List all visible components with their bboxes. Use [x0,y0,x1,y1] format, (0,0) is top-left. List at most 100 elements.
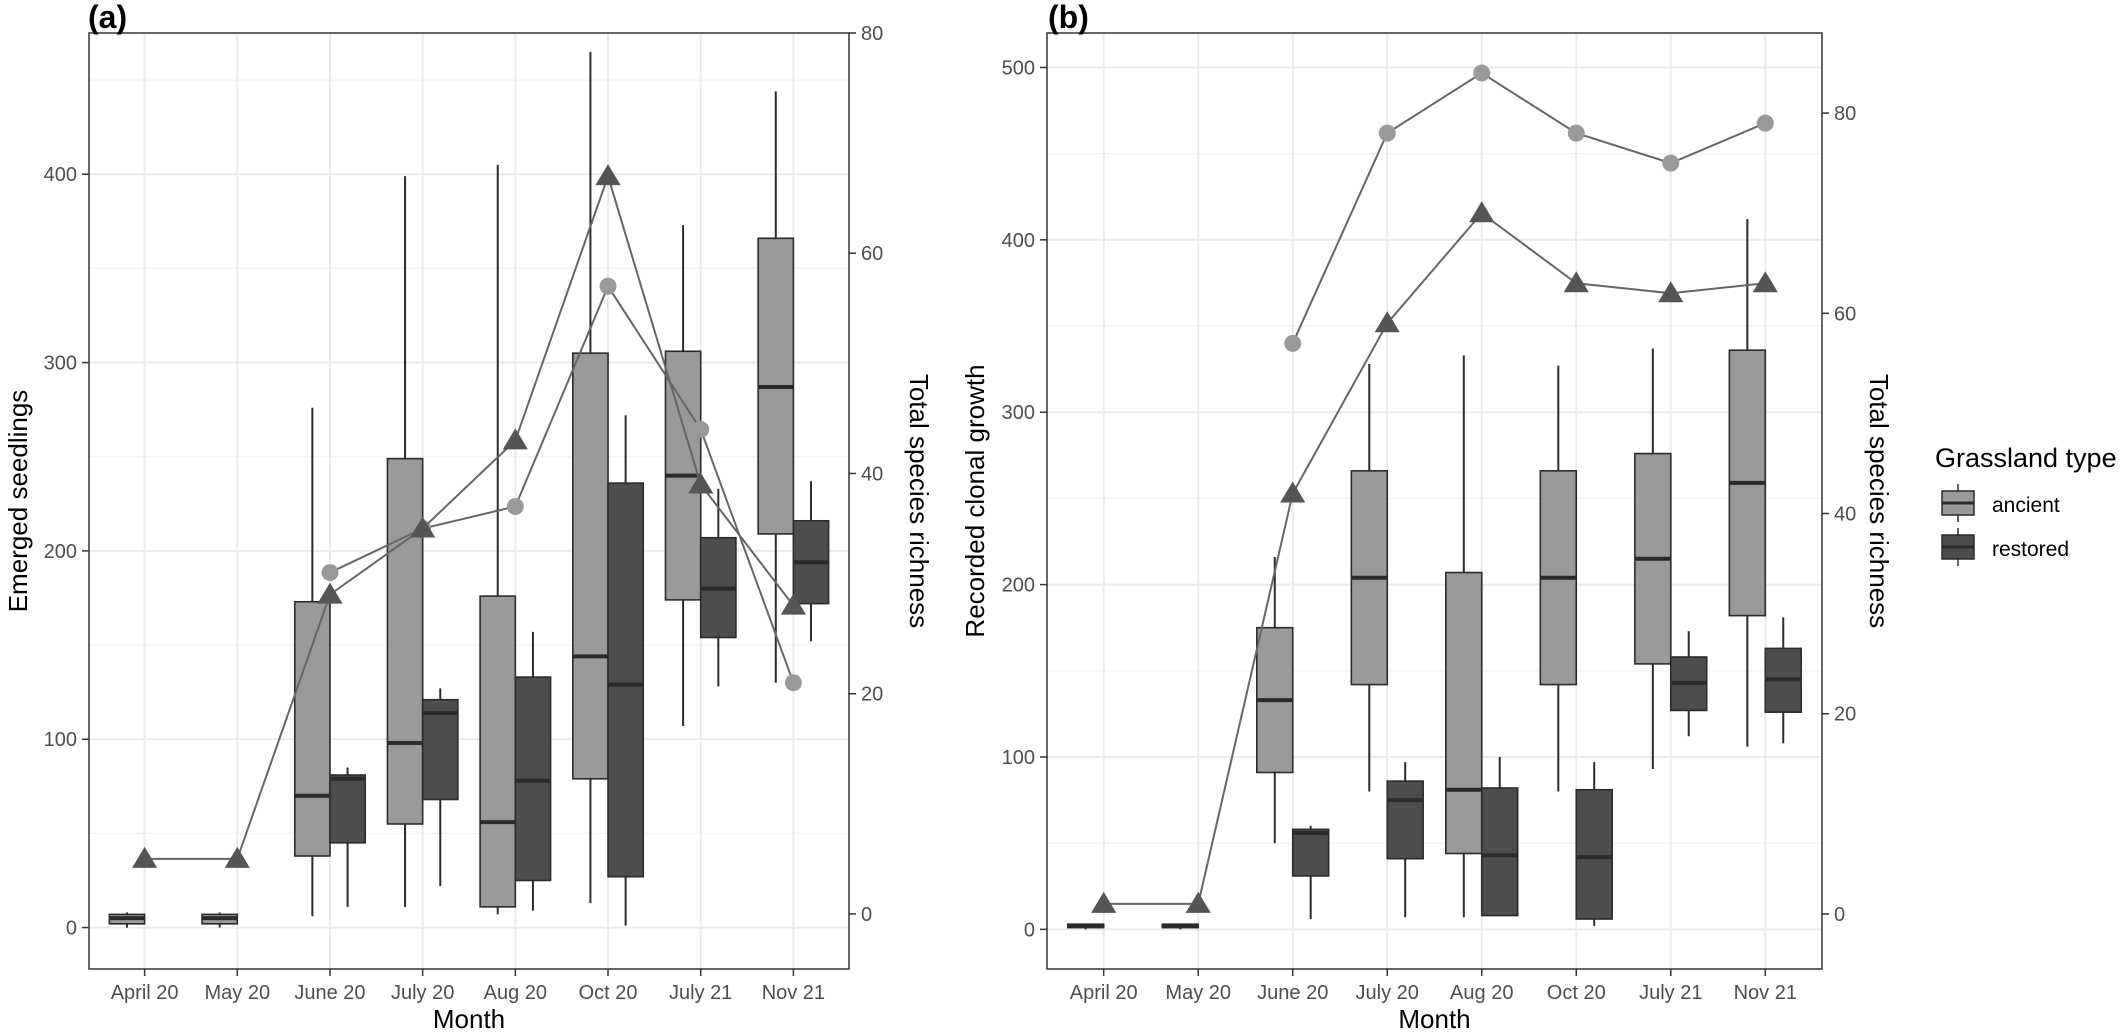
box-ancient-6 [664,225,702,727]
panel-b-label: (b) [1048,0,1089,35]
y2-tick-label: 60 [861,243,883,265]
richness-point-ancient [599,277,617,295]
x-tick-label: Aug 20 [1450,982,1513,1004]
panel-b-y-axis-title: Recorded clonal growth [960,364,990,637]
panel-b: 0 100 200 300 400 500 0 20 40 60 80 April 20 May 20 J… [960,0,1894,1034]
panel-a: 0 100 200 300 400 0 20 40 60 80 April 20 May 20 June… [3,0,934,1034]
x-tick-label: Aug 20 [484,982,547,1004]
panel-b-x-axis-title: Month [1398,1004,1470,1034]
box-ancient-1 [201,912,239,928]
box-ancient-7 [757,91,795,683]
richness-point-ancient [692,420,710,438]
box-ancient-5 [572,51,609,904]
richness-point-ancient [321,564,339,582]
box-restored-4 [514,631,552,911]
x-tick-label: April 20 [111,982,179,1004]
x-tick-label: July 21 [669,982,732,1004]
box-ancient-4 [1445,355,1483,918]
box-body [1480,787,1519,917]
box-body [1445,571,1483,855]
y2-tick-label: 0 [861,904,872,926]
box-body [1575,788,1613,920]
y-tick-label: 500 [1002,57,1035,79]
box-body [1386,780,1424,860]
x-tick-label: Oct 20 [579,982,638,1004]
box-ancient-3 [1350,363,1389,792]
box-body [386,457,424,825]
box-ancient-0 [1066,923,1105,930]
box-restored-3 [1386,762,1424,918]
richness-point-restored [1185,891,1211,913]
y2-tick-label: 20 [1834,704,1856,726]
box-restored-3 [421,688,459,887]
x-tick-label: May 20 [1165,982,1231,1004]
richness-point-restored [780,593,806,615]
richness-point-restored [1752,271,1778,293]
richness-point-restored [317,582,343,604]
box-body [479,595,517,908]
richness-point-ancient [1567,124,1585,142]
richness-point-restored [1658,281,1684,303]
richness-point-restored [1469,201,1495,223]
box-body [572,352,609,780]
box-body [329,774,366,844]
richness-line-restored [144,172,795,860]
box-ancient-7 [1728,219,1767,747]
box-restored-2 [329,767,366,907]
box-ancient-2 [293,407,331,917]
y2-tick-label: 80 [861,23,883,45]
legend-item-restored: restored [1941,528,2069,566]
y-tick-label: 300 [1002,402,1035,424]
x-tick-label: April 20 [1070,982,1138,1004]
richness-point-ancient [784,674,802,692]
richness-point-restored [132,846,158,868]
x-tick-label: Nov 21 [1734,982,1797,1004]
richness-point-restored [1280,481,1306,503]
box-body [607,482,645,878]
y-tick-label: 100 [1002,747,1035,769]
richness-point-ancient [1662,154,1680,172]
box-ancient-4 [479,164,517,915]
panel-a-secondary-y-axis-title: Total species richness [904,374,934,628]
richness-point-restored [1091,891,1117,913]
box-ancient-5 [1539,365,1578,792]
richness-point-ancient [1473,64,1491,82]
richness-point-restored [1374,311,1400,333]
box-ancient-2 [1256,557,1294,844]
box-ancient-6 [1634,348,1672,770]
box-body [1291,828,1330,877]
panel-a-x-axis-title: Month [433,1004,505,1034]
box-restored-7 [792,481,830,642]
x-tick-label: July 21 [1639,982,1702,1004]
y2-tick-label: 40 [861,463,883,485]
x-tick-label: July 20 [1356,982,1419,1004]
y2-tick-label: 40 [1834,504,1856,526]
box-ancient-3 [386,176,424,907]
richness-point-restored [410,516,436,538]
box-body [293,600,331,857]
x-tick-label: June 20 [1257,982,1328,1004]
y2-tick-label: 20 [861,684,883,706]
box-restored-5 [607,415,645,926]
richness-point-restored [595,164,621,186]
richness-point-restored [1563,271,1589,293]
y-tick-label: 0 [66,918,77,940]
x-tick-label: May 20 [204,982,270,1004]
panel-b-frame [1046,32,1823,970]
box-restored-5 [1575,762,1613,926]
y-tick-label: 300 [44,353,77,375]
y-tick-label: 400 [1002,230,1035,252]
box-restored-4 [1480,756,1519,917]
legend-item-ancient: ancient [1941,484,2060,522]
richness-point-restored [502,428,528,450]
richness-point-restored [688,472,714,494]
box-restored-7 [1764,617,1803,744]
x-tick-label: Nov 21 [762,982,825,1004]
y2-tick-label: 60 [1834,303,1856,325]
y-tick-label: 200 [1002,575,1035,597]
y-tick-label: 100 [44,729,77,751]
box-restored-2 [1291,825,1330,920]
richness-point-ancient [1756,114,1774,132]
richness-point-ancient [1284,334,1302,352]
